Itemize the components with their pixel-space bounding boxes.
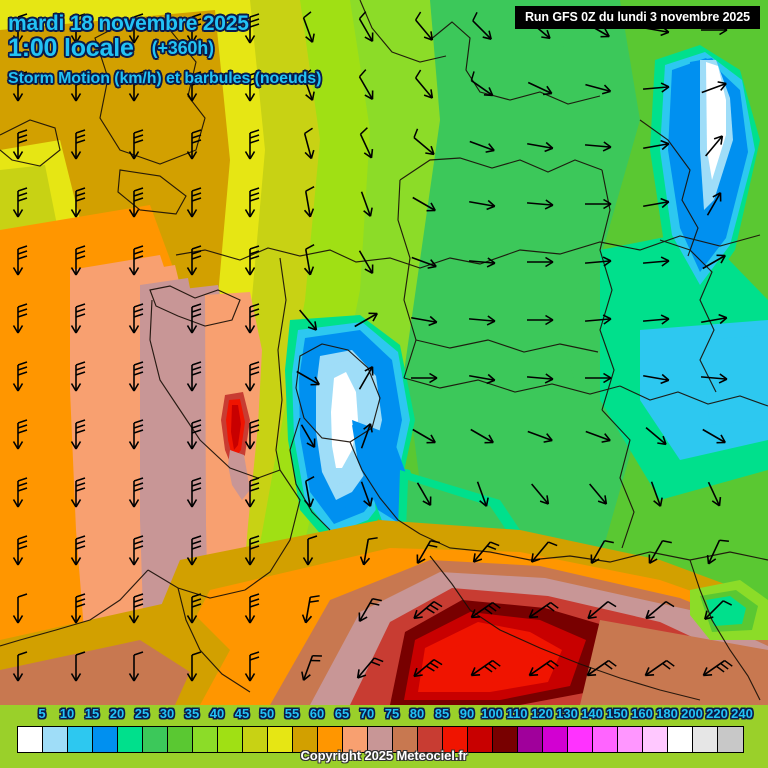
colorbar-tick: 85 [434, 706, 450, 721]
colorbar-tick: 55 [284, 706, 300, 721]
colorbar-tick-labels: 5 10 15 20 25 30 35 40 45 50 55 60 65 70 75 80 85 90 100 11… [0, 705, 768, 725]
colorbar-tick: 200 [681, 706, 703, 721]
colorbar-swatch[interactable] [568, 727, 593, 752]
forecast-time-label: 1:00 locale (+360h) [8, 34, 214, 63]
colorbar-swatches[interactable] [17, 726, 744, 753]
colorbar-tick: 240 [731, 706, 753, 721]
model-run-badge: Run GFS 0Z du lundi 3 novembre 2025 [514, 6, 760, 29]
colorbar-swatch[interactable] [443, 727, 468, 752]
colorbar-tick: 40 [209, 706, 225, 721]
colorbar-tick: 80 [409, 706, 425, 721]
colorbar-swatch[interactable] [343, 727, 368, 752]
forecast-date-label: mardi 18 novembre 2025 [8, 12, 249, 35]
colorbar-tick: 50 [259, 706, 275, 721]
colorbar-swatch[interactable] [618, 727, 643, 752]
colorbar-swatch[interactable] [693, 727, 718, 752]
colorbar-tick: 150 [606, 706, 628, 721]
colorbar-tick: 140 [581, 706, 603, 721]
colorbar-swatch[interactable] [43, 727, 68, 752]
colorbar-swatch[interactable] [293, 727, 318, 752]
colorbar-swatch[interactable] [643, 727, 668, 752]
colorbar-legend: 5 10 15 20 25 30 35 40 45 50 55 60 65 70 75 80 85 90 100 11… [0, 705, 768, 768]
colorbar-swatch[interactable] [468, 727, 493, 752]
storm-motion-raster [0, 0, 768, 705]
colorbar-tick: 25 [134, 706, 150, 721]
colorbar-tick: 65 [334, 706, 350, 721]
colorbar-swatch[interactable] [718, 727, 743, 752]
colorbar-tick: 160 [631, 706, 653, 721]
colorbar-swatch[interactable] [93, 727, 118, 752]
forecast-hour-text: (+360h) [151, 38, 214, 58]
colorbar-swatch[interactable] [193, 727, 218, 752]
colorbar-swatch[interactable] [368, 727, 393, 752]
colorbar-tick: 180 [656, 706, 678, 721]
colorbar-swatch[interactable] [418, 727, 443, 752]
colorbar-tick: 220 [706, 706, 728, 721]
colorbar-swatch[interactable] [18, 727, 43, 752]
colorbar-swatch[interactable] [243, 727, 268, 752]
colorbar-tick: 60 [309, 706, 325, 721]
colorbar-swatch[interactable] [143, 727, 168, 752]
local-time-text: 1:00 locale [8, 34, 134, 62]
colorbar-swatch[interactable] [218, 727, 243, 752]
copyright-notice: Copyright 2025 Meteociel.fr [300, 748, 468, 763]
colorbar-tick: 30 [159, 706, 175, 721]
colorbar-tick: 120 [531, 706, 553, 721]
colorbar-swatch[interactable] [268, 727, 293, 752]
colorbar-swatch[interactable] [593, 727, 618, 752]
colorbar-swatch[interactable] [393, 727, 418, 752]
colorbar-swatch[interactable] [168, 727, 193, 752]
colorbar-tick: 35 [184, 706, 200, 721]
weather-map-canvas[interactable]: mardi 18 novembre 2025 1:00 locale (+360h… [0, 0, 768, 705]
colorbar-tick: 10 [59, 706, 75, 721]
colorbar-swatch[interactable] [68, 727, 93, 752]
parameter-label: Storm Motion (km/h) et barbules (noeuds) [8, 70, 322, 87]
colorbar-tick: 70 [359, 706, 375, 721]
colorbar-tick: 130 [556, 706, 578, 721]
colorbar-tick: 45 [234, 706, 250, 721]
colorbar-tick: 5 [38, 706, 46, 721]
colorbar-tick: 20 [109, 706, 125, 721]
colorbar-swatch[interactable] [493, 727, 518, 752]
colorbar-swatch[interactable] [118, 727, 143, 752]
colorbar-tick: 90 [459, 706, 475, 721]
colorbar-swatch[interactable] [668, 727, 693, 752]
colorbar-tick: 15 [84, 706, 100, 721]
colorbar-swatch[interactable] [318, 727, 343, 752]
colorbar-tick: 100 [481, 706, 503, 721]
colorbar-swatch[interactable] [543, 727, 568, 752]
colorbar-tick: 110 [506, 706, 528, 721]
colorbar-tick: 75 [384, 706, 400, 721]
colorbar-swatch[interactable] [518, 727, 543, 752]
